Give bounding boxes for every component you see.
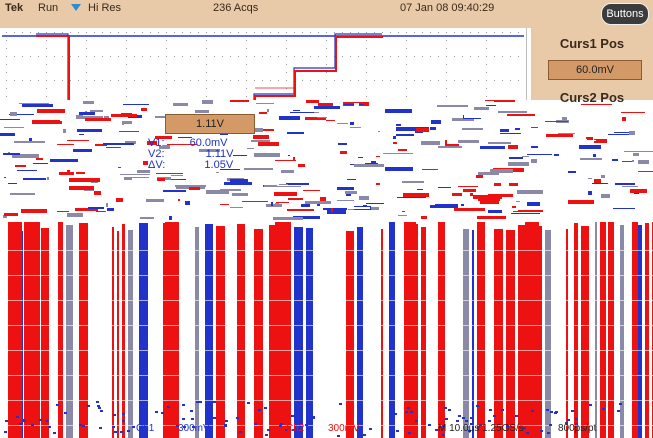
graticule-grid [6,32,519,97]
timebase[interactable]: M 10.0µs 1.25GS/s [438,423,524,434]
readout-v1: V1: 60.0mV [148,138,234,149]
glitch-artifacts [0,100,653,438]
date-time: 07 Jan 08 09:40:29 [400,2,495,14]
v1-label: V1: [148,137,165,149]
ch2-waveform [36,35,383,100]
status-bar: Tek Run Hi Res 236 Acqs 07 Jan 08 09:40:… [0,0,653,28]
side-menu: Curs1 Pos 60.0mV Curs2 Pos [531,28,653,105]
curs2-pos-title[interactable]: Curs2 Pos [559,90,625,105]
buttons-button[interactable]: Buttons [601,3,649,25]
point-time: 800ps/pt [558,423,597,434]
curs1-pos-title: Curs1 Pos [559,36,625,51]
corrupted-display-region: 1.11V V1: 60.0mV V2: 1.11V ΔV: 1.05V [0,100,653,438]
ch1-waveform [36,33,382,100]
acquisition-mode: Hi Res [88,2,122,14]
readout-v2: V2: 1.11V [148,149,234,160]
waveform-plot [2,32,524,100]
cursor-value-box[interactable]: 1.11V [165,114,255,134]
ch2-label[interactable]: Ch2 [286,423,305,434]
run-state: Run [38,2,59,14]
acquisition-count: 236 Acqs [213,2,259,14]
dv-label: ΔV: [148,159,166,171]
waveform-display[interactable] [2,28,527,100]
readout-dv: ΔV: 1.05V [148,160,234,171]
ch2-scale: 300mV [328,423,360,434]
brand-label: Tek [5,2,24,14]
ch1-scale: 300mV [178,423,210,434]
trigger-marker-icon [71,4,81,11]
dv-value: 1.05V [204,159,234,171]
v2-value: 1.11V [205,148,234,160]
v2-label: V2: [148,148,165,160]
curs1-pos-value[interactable]: 60.0mV [548,60,642,80]
cursor-readout: V1: 60.0mV V2: 1.11V ΔV: 1.05V [148,138,234,171]
ch1-label[interactable]: Ch1 [136,423,155,434]
v1-value: 60.0mV [189,137,228,149]
